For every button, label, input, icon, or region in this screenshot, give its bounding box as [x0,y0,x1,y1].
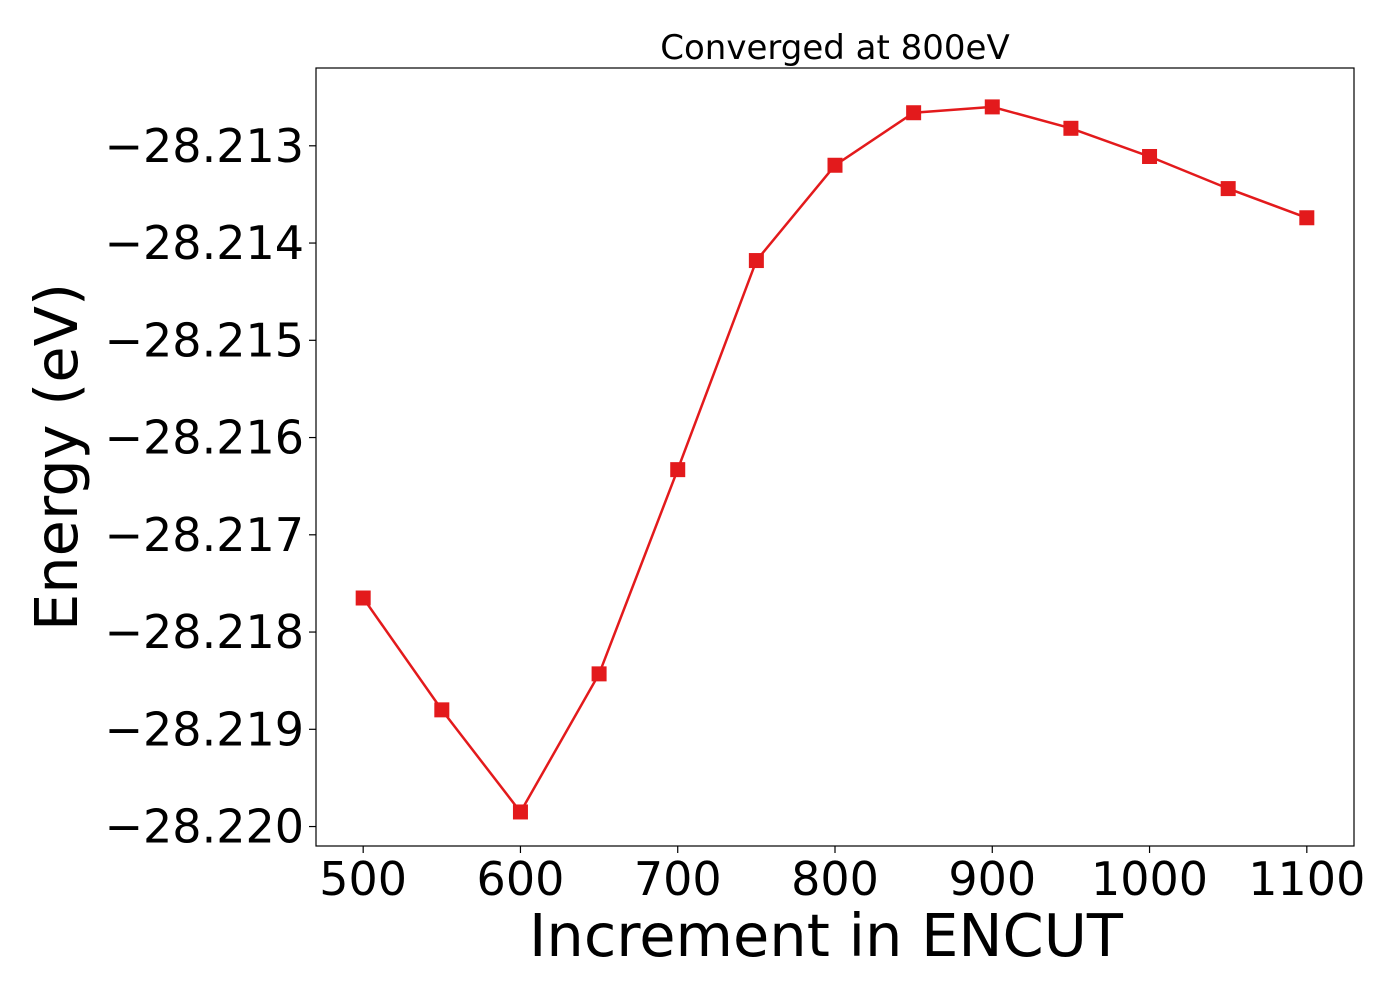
x-tick-label: 1000 [1091,852,1208,906]
data-point-marker [1063,120,1079,136]
x-axis-label: Increment in ENCUT [529,901,1124,970]
data-point-marker [1220,181,1236,197]
data-point-marker [1142,148,1158,164]
x-axis: 500 600 700 800 900 1000 1100 [319,846,1365,906]
y-tick-label: −28.215 [105,313,305,367]
x-tick-label: 800 [791,852,879,906]
y-tick-label: −28.216 [105,411,305,465]
y-tick-label: −28.214 [105,216,305,270]
data-point-marker [512,804,528,820]
series-markers [355,99,1315,820]
x-tick-label: 900 [948,852,1036,906]
chart-title: Converged at 800eV [660,28,1009,68]
data-point-marker [434,702,450,718]
data-point-marker [1299,210,1315,226]
y-tick-label: −28.213 [105,119,305,173]
data-point-marker [906,105,922,121]
data-point-marker [827,157,843,173]
y-tick-label: −28.219 [105,702,305,756]
y-tick-label: −28.220 [105,800,305,854]
x-tick-label: 1100 [1248,852,1365,906]
data-point-marker [748,253,764,269]
x-tick-label: 700 [634,852,722,906]
data-point-marker [984,99,1000,115]
y-tick-label: −28.217 [105,508,305,562]
data-point-marker [670,462,686,478]
x-tick-label: 500 [319,852,407,906]
y-axis: −28.213 −28.214 −28.215 −28.216 −28.217 −28.2… [105,119,316,854]
y-axis-label: Energy (eV) [22,283,91,631]
x-tick-label: 600 [477,852,565,906]
data-point-marker [355,590,371,606]
data-point-marker [591,666,607,682]
y-tick-label: −28.218 [105,605,305,659]
